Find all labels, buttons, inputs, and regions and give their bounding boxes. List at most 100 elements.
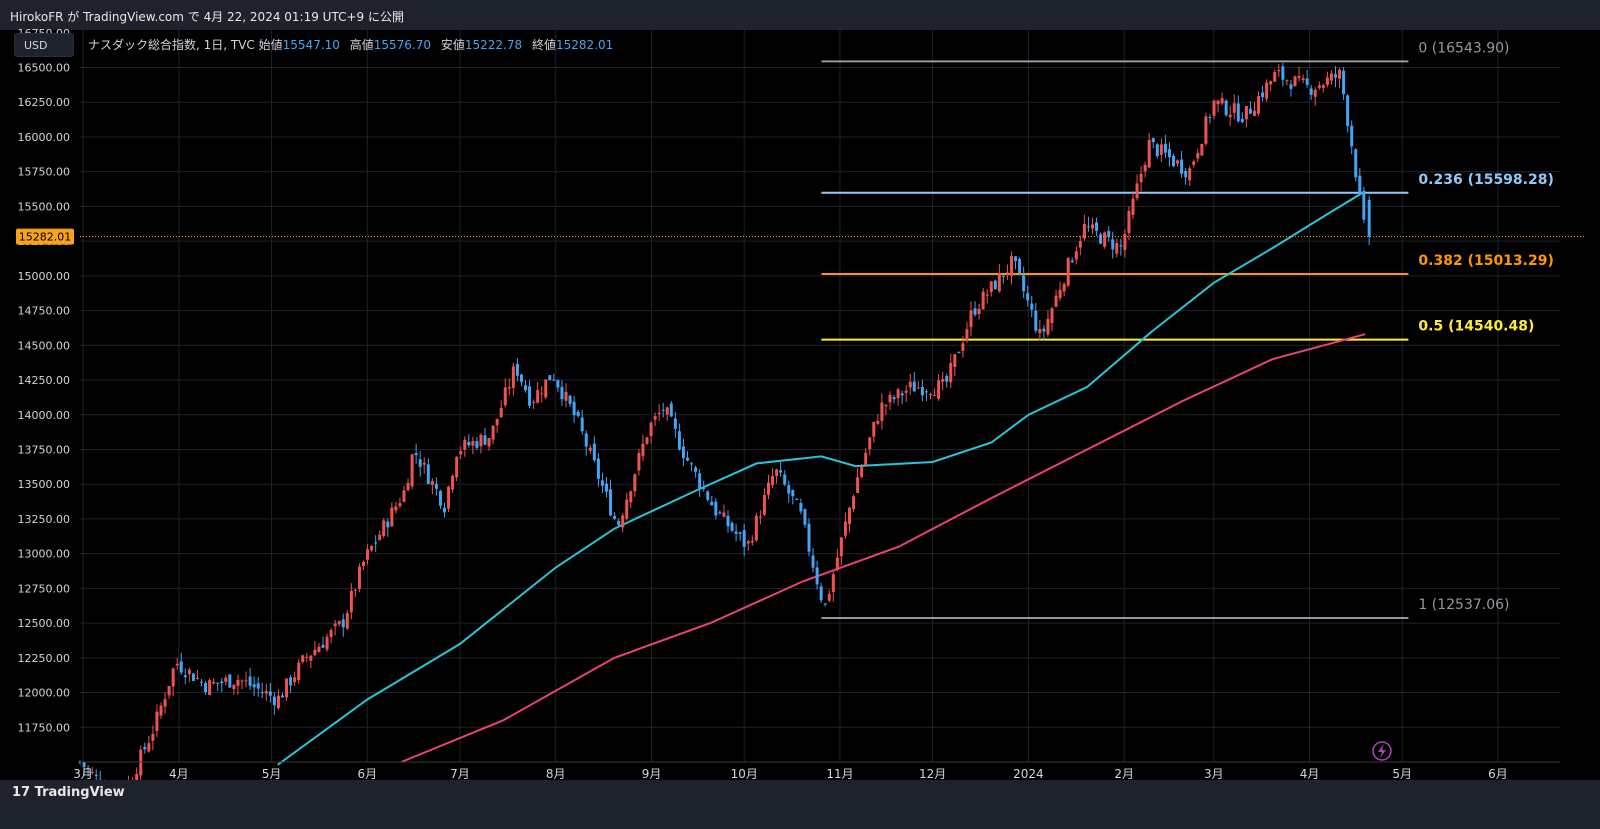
candle-body <box>710 501 714 506</box>
candle-body <box>264 691 268 694</box>
x-tick-label: 10月 <box>731 767 758 781</box>
candle-body <box>856 477 860 494</box>
candle-body <box>1285 80 1289 82</box>
candle-body <box>621 515 625 528</box>
y-tick-label: 16500.00 <box>18 62 71 75</box>
candle-body <box>1046 319 1050 335</box>
candle-body <box>366 549 370 560</box>
candle-body <box>325 637 329 650</box>
candle-body <box>1293 76 1297 87</box>
candle-body <box>1342 70 1346 95</box>
candle-body <box>1350 125 1354 147</box>
fib-level-label: 0.236 (15598.28) <box>1418 172 1553 188</box>
candle-body <box>592 443 596 461</box>
currency-button[interactable]: USD <box>14 33 74 57</box>
symbol-name[interactable]: ナスダック総合指数, 1日, TVC <box>88 38 255 52</box>
candle-body <box>649 422 653 437</box>
candle-body <box>722 512 726 517</box>
candle-body <box>653 416 657 420</box>
candle-body <box>762 495 766 515</box>
candle-body <box>1176 160 1180 164</box>
chart-area[interactable] <box>10 30 1586 762</box>
candle-body <box>540 393 544 395</box>
candle-body <box>1086 226 1090 228</box>
candle-body <box>406 482 410 491</box>
y-tick-label: 14500.00 <box>18 339 71 352</box>
candle-body <box>1277 70 1281 72</box>
y-tick-label: 11750.00 <box>18 721 71 734</box>
candle-body <box>232 684 236 690</box>
candle-body <box>248 676 252 686</box>
candle-body <box>390 507 394 527</box>
candle-body <box>276 695 280 709</box>
candle-body <box>272 696 276 706</box>
candle-body <box>1338 69 1342 79</box>
candle-body <box>819 586 823 601</box>
x-tick-label: 3月 <box>73 767 93 781</box>
candle-body <box>183 675 187 678</box>
y-tick-label: 16000.00 <box>18 131 71 144</box>
candle-body <box>924 391 928 393</box>
candle-body <box>1095 222 1099 231</box>
candle-body <box>333 623 337 627</box>
candle-body <box>706 491 710 500</box>
y-tick-label: 13750.00 <box>18 443 71 456</box>
candle-body <box>977 308 981 315</box>
candle-body <box>795 498 799 500</box>
candle-body <box>378 534 382 540</box>
candle-body <box>321 644 325 648</box>
candle-body <box>370 545 374 551</box>
candle-body <box>605 483 608 492</box>
candle-body <box>1038 329 1042 334</box>
candle-body <box>900 393 904 396</box>
candle-body <box>1074 251 1078 260</box>
candle-body <box>451 475 455 490</box>
footer-bar <box>0 780 1600 829</box>
candle-body <box>779 470 783 473</box>
candle-body <box>953 354 957 367</box>
candle-body <box>281 695 284 698</box>
candle-body <box>1030 303 1034 310</box>
candle-body <box>443 507 446 513</box>
candle-body <box>1078 241 1082 248</box>
candle-body <box>864 452 868 466</box>
candle-body <box>143 746 147 750</box>
candle-body <box>807 523 811 552</box>
candle-body <box>884 405 888 407</box>
candle-body <box>1005 272 1009 275</box>
candle-body <box>718 512 722 514</box>
candle-body <box>147 743 151 752</box>
candle-body <box>1058 290 1062 299</box>
candle-body <box>661 409 665 411</box>
candle-body <box>268 691 272 696</box>
candle-body <box>1111 239 1115 250</box>
y-tick-label: 13000.00 <box>18 548 71 561</box>
candle-body <box>892 397 896 400</box>
candle-body <box>228 674 232 688</box>
lightning-icon[interactable] <box>1372 741 1392 761</box>
candle-body <box>1115 242 1119 254</box>
candle-body <box>536 390 540 403</box>
tradingview-logo-icon: 17 <box>12 785 31 800</box>
ma-short-line <box>277 190 1366 766</box>
candle-body <box>208 680 212 696</box>
candle-body <box>1257 96 1261 114</box>
candle-body <box>625 499 629 519</box>
candle-body <box>1261 92 1265 98</box>
candle-body <box>159 705 163 716</box>
candle-body <box>714 501 718 516</box>
candle-body <box>803 509 807 525</box>
x-tick-label: 5月 <box>1392 767 1412 781</box>
tradingview-brand: TradingView <box>34 785 125 800</box>
candle-body <box>418 459 422 467</box>
candle-body <box>783 474 787 485</box>
candle-body <box>852 496 856 510</box>
candle-body <box>463 439 467 450</box>
candle-body <box>1313 89 1317 97</box>
candle-body <box>843 521 847 536</box>
ma-long-line <box>400 333 1366 763</box>
fib-level-label: 0.382 (15013.29) <box>1418 253 1553 269</box>
tradingview-logo[interactable]: 17 TradingView <box>12 785 125 800</box>
candle-body <box>1309 88 1313 95</box>
